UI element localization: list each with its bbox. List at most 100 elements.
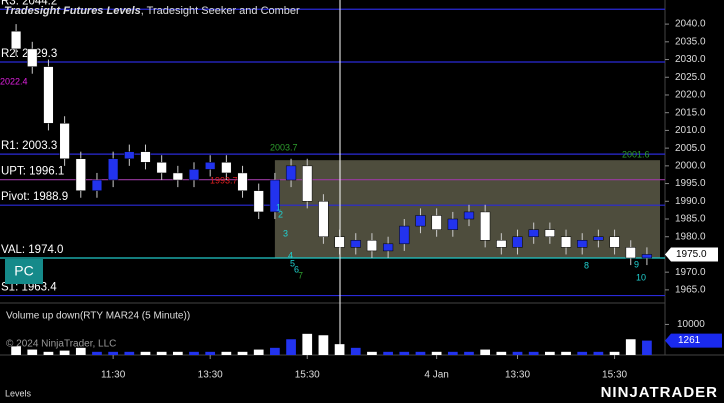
candle-body bbox=[27, 48, 38, 67]
candle-body bbox=[205, 162, 216, 170]
candle-body bbox=[108, 158, 119, 181]
candle-body bbox=[172, 172, 183, 181]
candle-body bbox=[91, 179, 103, 191]
volume-bar bbox=[512, 351, 523, 355]
title-rest: , Tradesight Seeker and Comber bbox=[141, 5, 300, 17]
volume-bar bbox=[11, 346, 21, 355]
y-tick-label: 2020.0 bbox=[675, 90, 706, 101]
x-tick-label: 13:30 bbox=[198, 370, 223, 381]
y-tick-label: 2030.0 bbox=[675, 54, 706, 65]
annotation: 7 bbox=[298, 270, 303, 280]
volume-bar bbox=[172, 351, 183, 355]
annotation: 2003.7 bbox=[270, 142, 298, 152]
volume-bar bbox=[237, 351, 248, 355]
candle-body bbox=[544, 229, 555, 237]
annotation: 5 bbox=[290, 258, 295, 268]
y-tick-label: 1995.0 bbox=[675, 178, 706, 189]
tab-bar bbox=[0, 386, 724, 403]
x-tick-label: 4 Jan bbox=[424, 370, 448, 381]
tab[interactable]: Levels bbox=[5, 388, 32, 398]
volume-bar bbox=[27, 349, 38, 355]
volume-bar bbox=[431, 351, 442, 355]
candle-body bbox=[302, 165, 313, 202]
annotation: 9 bbox=[634, 259, 639, 269]
volume-bar bbox=[92, 351, 102, 355]
x-tick-label: 13:30 bbox=[505, 370, 530, 381]
volume-bar bbox=[302, 333, 313, 355]
candle-body bbox=[269, 179, 280, 213]
volume-bar bbox=[189, 351, 199, 355]
volume-bar bbox=[75, 347, 86, 355]
volume-bar bbox=[528, 351, 539, 355]
y-tick-label: 2000.0 bbox=[675, 160, 706, 171]
candle-body bbox=[75, 158, 86, 191]
candle-body bbox=[609, 236, 620, 248]
volume-bar bbox=[108, 351, 118, 355]
candle-body bbox=[641, 254, 653, 259]
candle-body bbox=[593, 236, 604, 241]
annotation: 10 bbox=[636, 272, 646, 282]
annotation: 4 bbox=[288, 250, 293, 260]
level-label: VAL: 1974.0 bbox=[1, 244, 63, 256]
volume-bar bbox=[609, 351, 620, 355]
volume-bar bbox=[625, 339, 636, 355]
volume-bar bbox=[642, 340, 652, 355]
volume-bar bbox=[545, 351, 555, 355]
value-area bbox=[274, 160, 660, 258]
volume-bar bbox=[350, 347, 361, 355]
candle-body bbox=[10, 30, 22, 50]
copyright: © 2024 NinjaTrader, LLC bbox=[6, 339, 116, 350]
last-price-label: 1975.0 bbox=[676, 249, 707, 260]
x-tick-label: 15:30 bbox=[602, 370, 627, 381]
last-volume-label: 1261 bbox=[678, 335, 701, 346]
volume-bar bbox=[205, 351, 216, 355]
x-tick-label: 11:30 bbox=[101, 370, 126, 381]
y-tick-label: 1990.0 bbox=[675, 196, 706, 207]
candle-body bbox=[625, 247, 636, 259]
volume-bar bbox=[464, 351, 474, 355]
candle-body bbox=[463, 211, 475, 220]
volume-bar bbox=[270, 347, 280, 355]
volume-bar bbox=[561, 351, 571, 355]
volume-bar bbox=[253, 349, 264, 355]
candle-body bbox=[480, 211, 491, 241]
level-label: Pivot: 1988.9 bbox=[1, 191, 68, 203]
level-label: R1: 2003.3 bbox=[1, 140, 57, 152]
annotation: 6 bbox=[294, 264, 299, 274]
volume-bar bbox=[415, 351, 426, 355]
level-label: S1: 1963.4 bbox=[1, 282, 57, 294]
y-tick-label: 1965.0 bbox=[675, 285, 706, 296]
volume-bar bbox=[480, 349, 491, 355]
volume-bar bbox=[496, 351, 507, 355]
y-tick-label: 10000 bbox=[677, 319, 705, 330]
volume-bar bbox=[59, 350, 70, 355]
candle-body bbox=[188, 169, 200, 181]
y-tick-label: 1985.0 bbox=[675, 214, 706, 225]
y-tick-label: 2025.0 bbox=[675, 72, 706, 83]
candle-body bbox=[431, 215, 442, 230]
pc-button-label[interactable]: PC bbox=[14, 263, 33, 279]
volume-bar bbox=[367, 351, 377, 355]
annotation: 2001.6 bbox=[622, 149, 650, 159]
annotation: 2 bbox=[278, 209, 283, 219]
candle-body bbox=[285, 165, 297, 181]
annotation: 1993.7 bbox=[210, 175, 238, 185]
candle-body bbox=[560, 236, 572, 248]
y-tick-label: 1970.0 bbox=[675, 267, 706, 278]
pc-button[interactable] bbox=[5, 259, 43, 284]
y-tick-label: 2005.0 bbox=[675, 143, 706, 154]
y-tick-label: 2035.0 bbox=[675, 36, 706, 47]
y-tick-label: 1980.0 bbox=[675, 231, 706, 242]
candle-body bbox=[221, 162, 232, 174]
level-label: R3: 2044.2 bbox=[1, 0, 57, 7]
candle-body bbox=[512, 236, 523, 248]
volume-title: Volume up down(RTY MAR24 (5 Minute)) bbox=[6, 311, 190, 322]
y-tick-label: 2010.0 bbox=[675, 125, 706, 136]
candle-body bbox=[140, 151, 151, 163]
volume-bar bbox=[318, 335, 329, 355]
title-bold: Tradesight Futures Levels bbox=[4, 5, 141, 17]
y-tick-label: 2040.0 bbox=[675, 19, 706, 30]
last-price-marker bbox=[665, 247, 718, 262]
candle-body bbox=[496, 240, 507, 248]
